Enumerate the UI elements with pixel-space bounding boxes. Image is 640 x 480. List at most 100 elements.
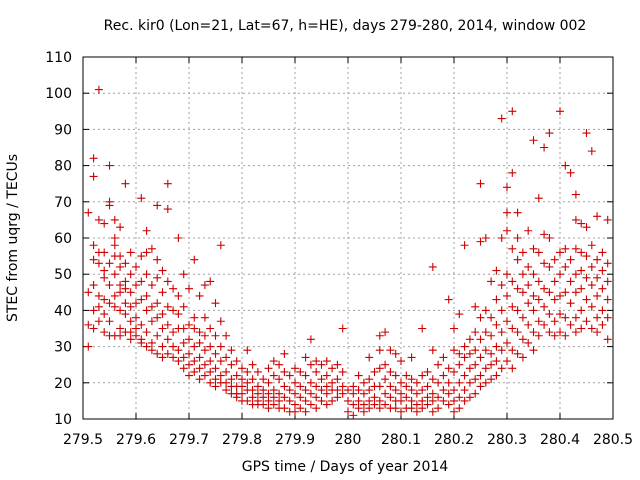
data-point-marker — [200, 331, 209, 340]
data-point-marker — [598, 306, 607, 315]
data-point-marker — [359, 407, 368, 416]
data-point-marker — [508, 107, 517, 116]
data-point-marker — [248, 386, 257, 395]
data-point-marker — [264, 404, 273, 413]
data-point-marker — [566, 168, 575, 177]
data-point-marker — [137, 277, 146, 286]
data-point-marker — [232, 357, 241, 366]
data-point-marker — [153, 255, 162, 264]
y-tick-label: 100 — [45, 86, 72, 102]
data-point-marker — [460, 386, 469, 395]
data-point-marker — [158, 324, 167, 333]
data-point-marker — [269, 371, 278, 380]
data-point-marker — [121, 310, 130, 319]
data-point-marker — [222, 378, 231, 387]
data-point-marker — [153, 201, 162, 210]
data-point-marker — [370, 367, 379, 376]
data-point-marker — [163, 320, 172, 329]
data-point-marker — [94, 291, 103, 300]
data-point-marker — [423, 393, 432, 402]
data-point-marker — [518, 288, 527, 297]
data-point-marker — [418, 324, 427, 333]
data-point-marker — [487, 277, 496, 286]
data-point-marker — [344, 407, 352, 416]
data-point-marker — [264, 389, 273, 398]
data-point-marker — [418, 371, 427, 380]
data-point-marker — [322, 400, 331, 409]
chart-title: Rec. kir0 (Lon=21, Lat=67, h=HE), days 2… — [104, 18, 587, 34]
data-point-marker — [132, 281, 140, 290]
data-point-marker — [248, 375, 257, 384]
data-point-marker — [306, 400, 315, 409]
data-point-marker — [132, 324, 140, 333]
data-point-marker — [126, 248, 135, 257]
data-point-marker — [84, 342, 93, 351]
data-point-marker — [566, 299, 575, 308]
plot-frame — [82, 56, 614, 420]
y-tick-label: 10 — [54, 412, 72, 428]
data-point-marker — [582, 295, 591, 304]
data-point-marker — [275, 396, 284, 405]
data-point-marker — [110, 270, 119, 279]
data-point-marker — [291, 400, 299, 409]
data-point-marker — [333, 393, 342, 402]
data-point-marker — [100, 310, 109, 319]
data-point-marker — [481, 328, 490, 337]
data-point-marker — [471, 302, 480, 311]
data-point-marker — [434, 393, 443, 402]
data-point-marker — [291, 378, 299, 387]
data-point-marker — [232, 393, 241, 402]
data-point-marker — [492, 371, 501, 380]
data-point-marker — [497, 306, 506, 315]
data-point-marker — [89, 172, 98, 181]
y-tick-label: 90 — [54, 122, 72, 138]
data-point-marker — [524, 226, 533, 235]
data-point-marker — [312, 382, 321, 391]
data-point-marker — [126, 328, 135, 337]
data-point-marker — [126, 270, 135, 279]
data-point-marker — [110, 234, 119, 242]
data-point-marker — [174, 291, 183, 300]
data-point-marker — [550, 255, 559, 264]
data-point-marker — [524, 338, 533, 347]
data-point-marker — [280, 349, 289, 358]
data-point-marker — [206, 357, 215, 366]
y-axis-label: STEC from uqrg / TECUs — [5, 154, 21, 322]
data-point-marker — [163, 302, 172, 311]
data-point-marker — [211, 349, 220, 358]
data-point-marker — [603, 259, 612, 268]
data-point-marker — [545, 262, 554, 271]
data-point-marker — [296, 367, 305, 376]
data-point-marker — [359, 389, 368, 398]
data-point-marker — [227, 360, 236, 369]
data-point-marker — [529, 291, 538, 300]
data-point-marker — [455, 404, 464, 413]
data-point-marker — [503, 226, 511, 235]
data-point-marker — [238, 364, 246, 373]
data-point-marker — [561, 161, 570, 170]
data-point-marker — [444, 364, 453, 373]
data-point-marker — [158, 353, 167, 362]
data-point-marker — [116, 252, 125, 261]
data-point-marker — [222, 367, 231, 376]
data-point-marker — [439, 396, 448, 405]
data-point-marker — [137, 338, 146, 347]
data-point-marker — [344, 386, 352, 395]
data-point-marker — [132, 262, 140, 271]
data-point-marker — [142, 270, 151, 279]
data-point-marker — [545, 288, 554, 297]
data-point-marker — [556, 291, 564, 300]
data-point-marker — [476, 371, 485, 380]
data-point-marker — [444, 400, 453, 409]
data-point-marker — [381, 360, 390, 369]
data-point-marker — [338, 324, 347, 333]
data-point-marker — [211, 382, 220, 391]
data-point-marker — [105, 161, 114, 170]
data-point-marker — [354, 404, 363, 413]
data-point-marker — [137, 295, 146, 304]
data-point-marker — [450, 396, 458, 405]
data-point-marker — [232, 371, 241, 380]
data-point-marker — [200, 313, 209, 322]
data-point-marker — [185, 371, 193, 380]
data-point-marker — [142, 342, 151, 351]
